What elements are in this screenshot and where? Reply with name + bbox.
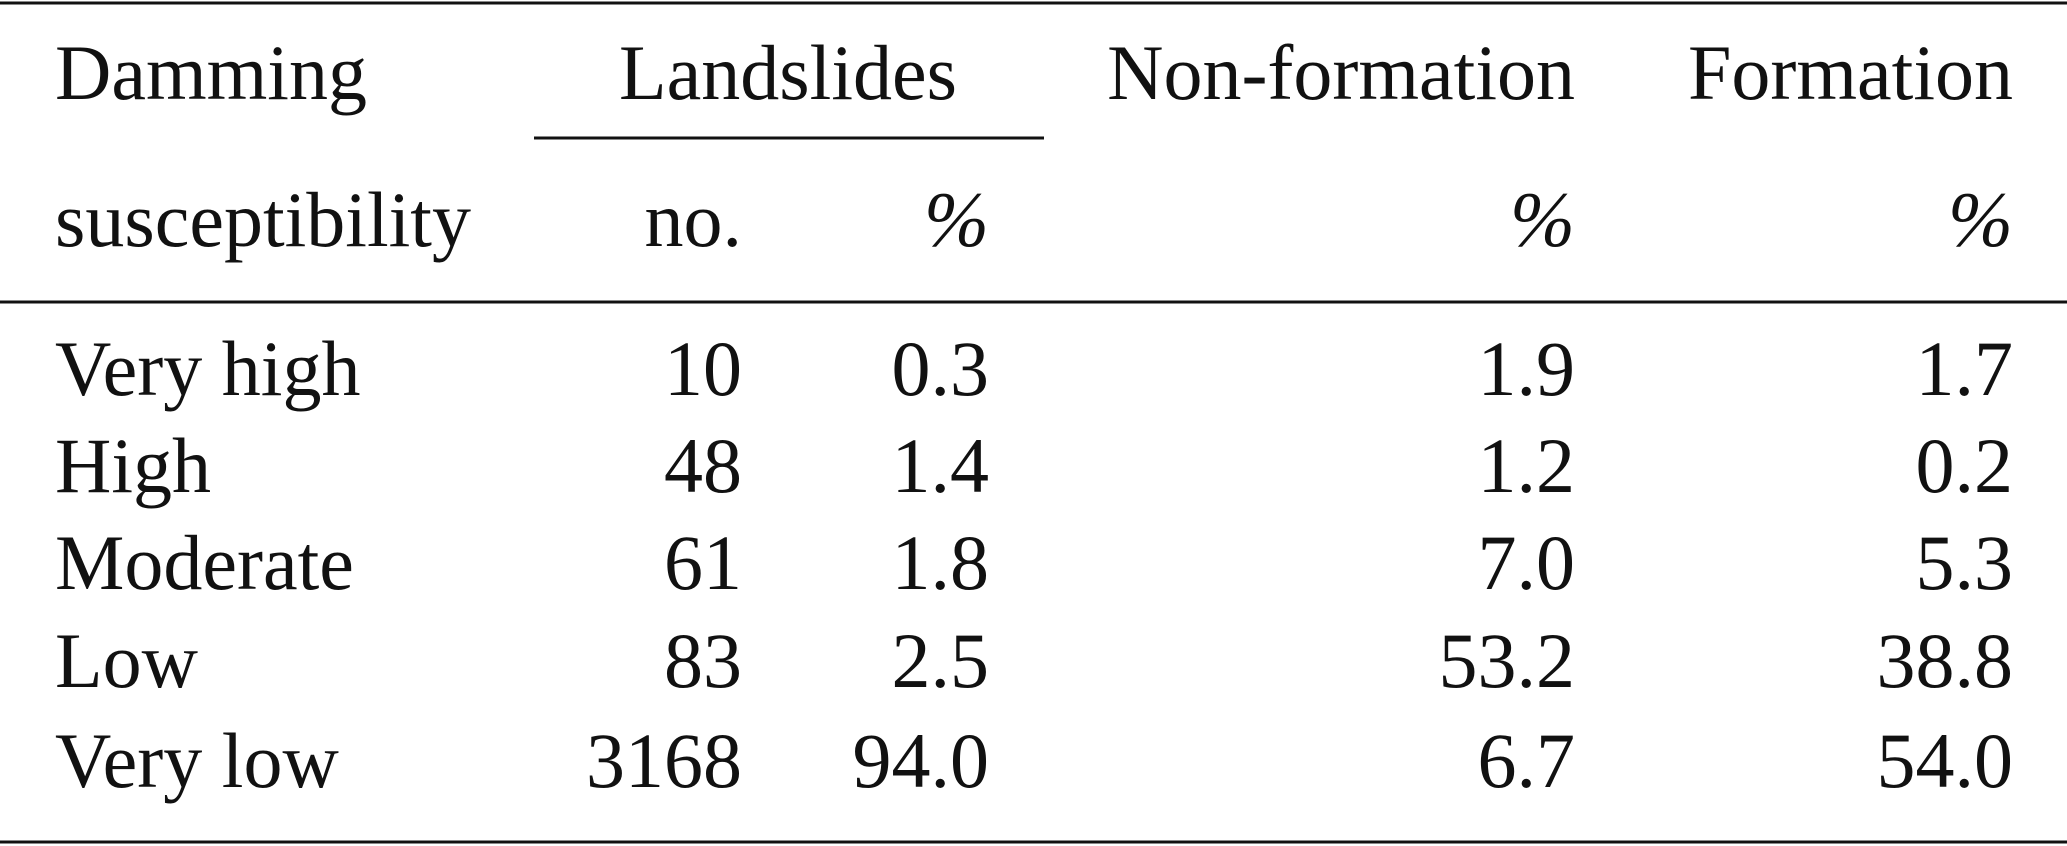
cell: 7.0 [1478,519,1576,606]
cell: 1.8 [892,519,990,606]
cell: 83 [664,617,742,704]
header-cell: no. [645,176,743,263]
row-label: Very low [55,717,339,804]
cell: 53.2 [1439,617,1576,704]
header-cell: % [924,176,989,263]
cell: 54.0 [1877,717,2014,804]
cell: 1.9 [1478,325,1576,412]
row-label: Very high [55,325,360,412]
cell: 3168 [586,717,742,804]
cell: 1.7 [1916,325,2014,412]
cell: 10 [664,325,742,412]
cell: 0.2 [1916,422,2014,509]
header-cell: Formation [1688,29,2013,116]
cell: 5.3 [1916,519,2014,606]
cell: 0.3 [892,325,990,412]
header-cell: Landslides [619,29,957,116]
cell: 2.5 [892,617,990,704]
header-cell: Damming [55,29,367,116]
cell: 1.4 [892,422,990,509]
cell: 94.0 [853,717,990,804]
cell: 61 [664,519,742,606]
row-label: High [55,422,211,509]
cell: 38.8 [1877,617,2014,704]
header-cell: % [1510,176,1575,263]
cell: 6.7 [1478,717,1576,804]
cell: 1.2 [1478,422,1576,509]
header-cell: % [1948,176,2013,263]
row-label: Moderate [55,519,354,606]
row-label: Low [55,617,198,704]
header-cell: susceptibility [55,176,471,263]
header-cell: Non-formation [1107,29,1575,116]
cell: 48 [664,422,742,509]
